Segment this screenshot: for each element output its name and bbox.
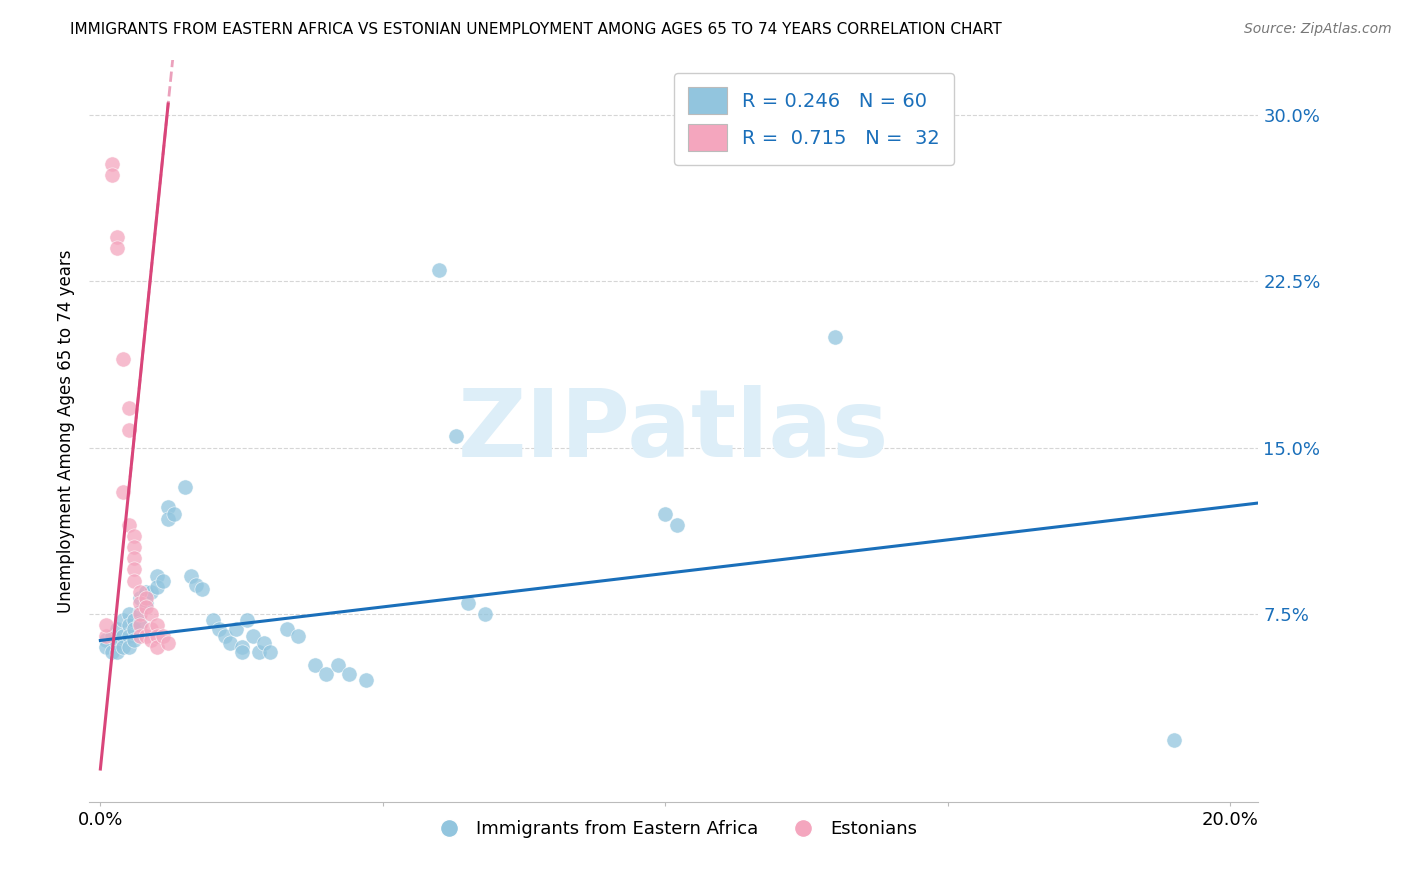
Point: [94, 633, 117, 648]
Point: [117, 607, 139, 621]
Point: [304, 657, 326, 672]
Point: [105, 623, 128, 637]
Point: [122, 614, 145, 628]
Point: [231, 640, 253, 654]
Point: [122, 541, 145, 555]
Point: [94, 618, 117, 632]
Point: [219, 635, 242, 649]
Point: [152, 574, 174, 588]
Point: [315, 666, 337, 681]
Text: Source: ZipAtlas.com: Source: ZipAtlas.com: [1244, 22, 1392, 37]
Point: [135, 591, 157, 606]
Point: [135, 584, 157, 599]
Point: [129, 629, 152, 643]
Point: [214, 629, 236, 643]
Point: [117, 640, 139, 654]
Point: [326, 657, 349, 672]
Point: [111, 629, 134, 643]
Point: [135, 629, 157, 643]
Point: [242, 629, 264, 643]
Point: [225, 623, 247, 637]
Point: [287, 629, 309, 643]
Point: [259, 644, 281, 658]
Point: [117, 629, 139, 643]
Point: [122, 574, 145, 588]
Point: [163, 507, 186, 521]
Point: [180, 569, 202, 583]
Point: [100, 168, 122, 182]
Point: [129, 607, 152, 621]
Point: [111, 614, 134, 628]
Point: [129, 618, 152, 632]
Point: [247, 644, 270, 658]
Point: [129, 605, 152, 619]
Point: [231, 644, 253, 658]
Point: [122, 562, 145, 576]
Point: [186, 578, 208, 592]
Point: [117, 618, 139, 632]
Point: [111, 484, 134, 499]
Point: [111, 351, 134, 366]
Point: [129, 584, 152, 599]
Point: [174, 480, 197, 494]
Point: [654, 507, 676, 521]
Point: [146, 629, 169, 643]
Point: [141, 633, 163, 648]
Point: [100, 157, 122, 171]
Point: [157, 500, 180, 515]
Text: ZIPatlas: ZIPatlas: [458, 385, 890, 477]
Point: [129, 591, 152, 606]
Point: [141, 584, 163, 599]
Point: [157, 635, 180, 649]
Point: [135, 600, 157, 615]
Point: [446, 429, 468, 443]
Point: [135, 596, 157, 610]
Point: [105, 241, 128, 255]
Legend: Immigrants from Eastern Africa, Estonians: Immigrants from Eastern Africa, Estonian…: [423, 813, 924, 846]
Point: [354, 673, 377, 688]
Point: [202, 614, 225, 628]
Point: [94, 640, 117, 654]
Point: [111, 640, 134, 654]
Point: [427, 263, 450, 277]
Point: [122, 633, 145, 648]
Point: [100, 629, 122, 643]
Point: [129, 615, 152, 630]
Point: [146, 640, 169, 654]
Point: [141, 607, 163, 621]
Point: [457, 596, 479, 610]
Point: [152, 629, 174, 643]
Text: IMMIGRANTS FROM EASTERN AFRICA VS ESTONIAN UNEMPLOYMENT AMONG AGES 65 TO 74 YEAR: IMMIGRANTS FROM EASTERN AFRICA VS ESTONI…: [70, 22, 1002, 37]
Point: [665, 518, 688, 533]
Point: [146, 580, 169, 594]
Point: [117, 518, 139, 533]
Point: [208, 623, 231, 637]
Point: [105, 230, 128, 244]
Y-axis label: Unemployment Among Ages 65 to 74 years: Unemployment Among Ages 65 to 74 years: [58, 249, 75, 613]
Point: [474, 607, 496, 621]
Point: [157, 511, 180, 525]
Point: [253, 635, 276, 649]
Point: [236, 614, 259, 628]
Point: [146, 569, 169, 583]
Point: [122, 529, 145, 543]
Point: [105, 635, 128, 649]
Point: [824, 329, 846, 343]
Point: [122, 551, 145, 566]
Point: [276, 623, 298, 637]
Point: [146, 618, 169, 632]
Point: [129, 596, 152, 610]
Point: [337, 666, 360, 681]
Point: [191, 582, 214, 597]
Point: [1163, 733, 1185, 747]
Point: [122, 623, 145, 637]
Point: [94, 629, 117, 643]
Point: [105, 644, 128, 658]
Point: [141, 623, 163, 637]
Point: [100, 644, 122, 658]
Point: [117, 423, 139, 437]
Point: [117, 401, 139, 415]
